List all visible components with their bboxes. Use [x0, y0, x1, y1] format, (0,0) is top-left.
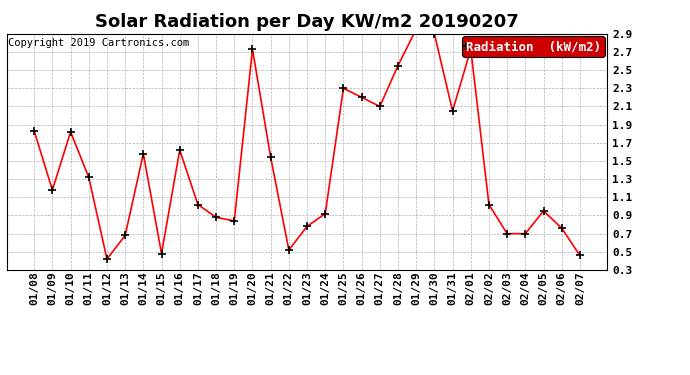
Radiation  (kW/m2) — [139, 152, 148, 156]
Radiation  (kW/m2) — [521, 231, 529, 236]
Radiation  (kW/m2) — [558, 226, 566, 231]
Text: Copyright 2019 Cartronics.com: Copyright 2019 Cartronics.com — [8, 39, 189, 48]
Radiation  (kW/m2) — [266, 155, 275, 160]
Radiation  (kW/m2) — [575, 253, 584, 258]
Radiation  (kW/m2) — [194, 202, 202, 207]
Radiation  (kW/m2) — [375, 104, 384, 109]
Radiation  (kW/m2) — [48, 188, 57, 192]
Radiation  (kW/m2) — [503, 231, 511, 236]
Legend: Radiation  (kW/m2): Radiation (kW/m2) — [462, 36, 604, 57]
Radiation  (kW/m2) — [175, 148, 184, 152]
Radiation  (kW/m2) — [448, 109, 457, 113]
Radiation  (kW/m2) — [66, 130, 75, 134]
Radiation  (kW/m2) — [339, 86, 348, 90]
Line: Radiation  (kW/m2): Radiation (kW/m2) — [30, 25, 584, 263]
Radiation  (kW/m2) — [431, 32, 439, 36]
Radiation  (kW/m2) — [121, 233, 129, 238]
Radiation  (kW/m2) — [157, 251, 166, 256]
Radiation  (kW/m2) — [285, 248, 293, 252]
Radiation  (kW/m2) — [30, 129, 39, 133]
Radiation  (kW/m2) — [103, 257, 111, 261]
Radiation  (kW/m2) — [394, 63, 402, 68]
Radiation  (kW/m2) — [321, 211, 329, 216]
Radiation  (kW/m2) — [412, 27, 420, 32]
Radiation  (kW/m2) — [466, 47, 475, 51]
Radiation  (kW/m2) — [303, 224, 311, 229]
Radiation  (kW/m2) — [357, 95, 366, 100]
Radiation  (kW/m2) — [540, 209, 548, 213]
Radiation  (kW/m2) — [230, 219, 239, 223]
Radiation  (kW/m2) — [212, 215, 220, 219]
Radiation  (kW/m2) — [248, 47, 257, 51]
Radiation  (kW/m2) — [85, 175, 93, 180]
Title: Solar Radiation per Day KW/m2 20190207: Solar Radiation per Day KW/m2 20190207 — [95, 13, 519, 31]
Radiation  (kW/m2) — [485, 202, 493, 207]
